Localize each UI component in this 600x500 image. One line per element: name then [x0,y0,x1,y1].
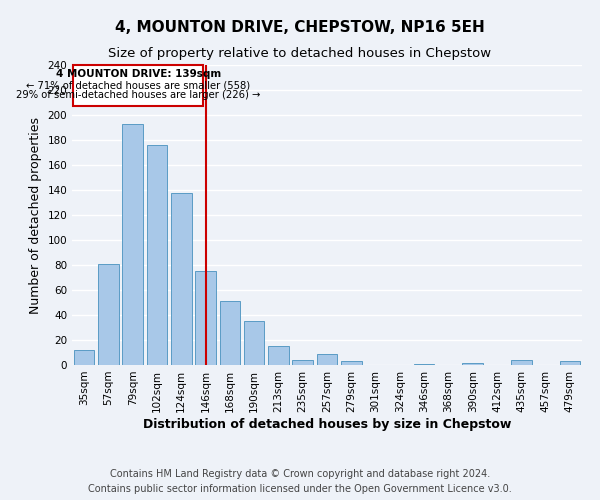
Text: Contains HM Land Registry data © Crown copyright and database right 2024.
Contai: Contains HM Land Registry data © Crown c… [88,468,512,493]
Bar [341,361,362,365]
Bar [244,322,265,365]
Bar [560,361,580,365]
Bar [220,301,240,365]
X-axis label: Distribution of detached houses by size in Chepstow: Distribution of detached houses by size … [143,418,511,430]
Bar [195,271,216,365]
Text: 29% of semi-detached houses are larger (226) →: 29% of semi-detached houses are larger (… [16,90,260,100]
Bar [414,364,434,365]
Bar [292,360,313,365]
Text: 4, MOUNTON DRIVE, CHEPSTOW, NP16 5EH: 4, MOUNTON DRIVE, CHEPSTOW, NP16 5EH [115,20,485,35]
Bar [317,354,337,365]
Y-axis label: Number of detached properties: Number of detached properties [29,116,42,314]
Bar [98,264,119,365]
Bar [268,346,289,365]
Bar [74,350,94,365]
Bar [171,192,191,365]
Bar [511,360,532,365]
Bar [146,145,167,365]
Bar [463,362,483,365]
Text: ← 71% of detached houses are smaller (558): ← 71% of detached houses are smaller (55… [26,80,250,90]
FancyBboxPatch shape [73,65,203,106]
Text: Size of property relative to detached houses in Chepstow: Size of property relative to detached ho… [109,48,491,60]
Text: 4 MOUNTON DRIVE: 139sqm: 4 MOUNTON DRIVE: 139sqm [56,70,221,80]
Bar [122,124,143,365]
